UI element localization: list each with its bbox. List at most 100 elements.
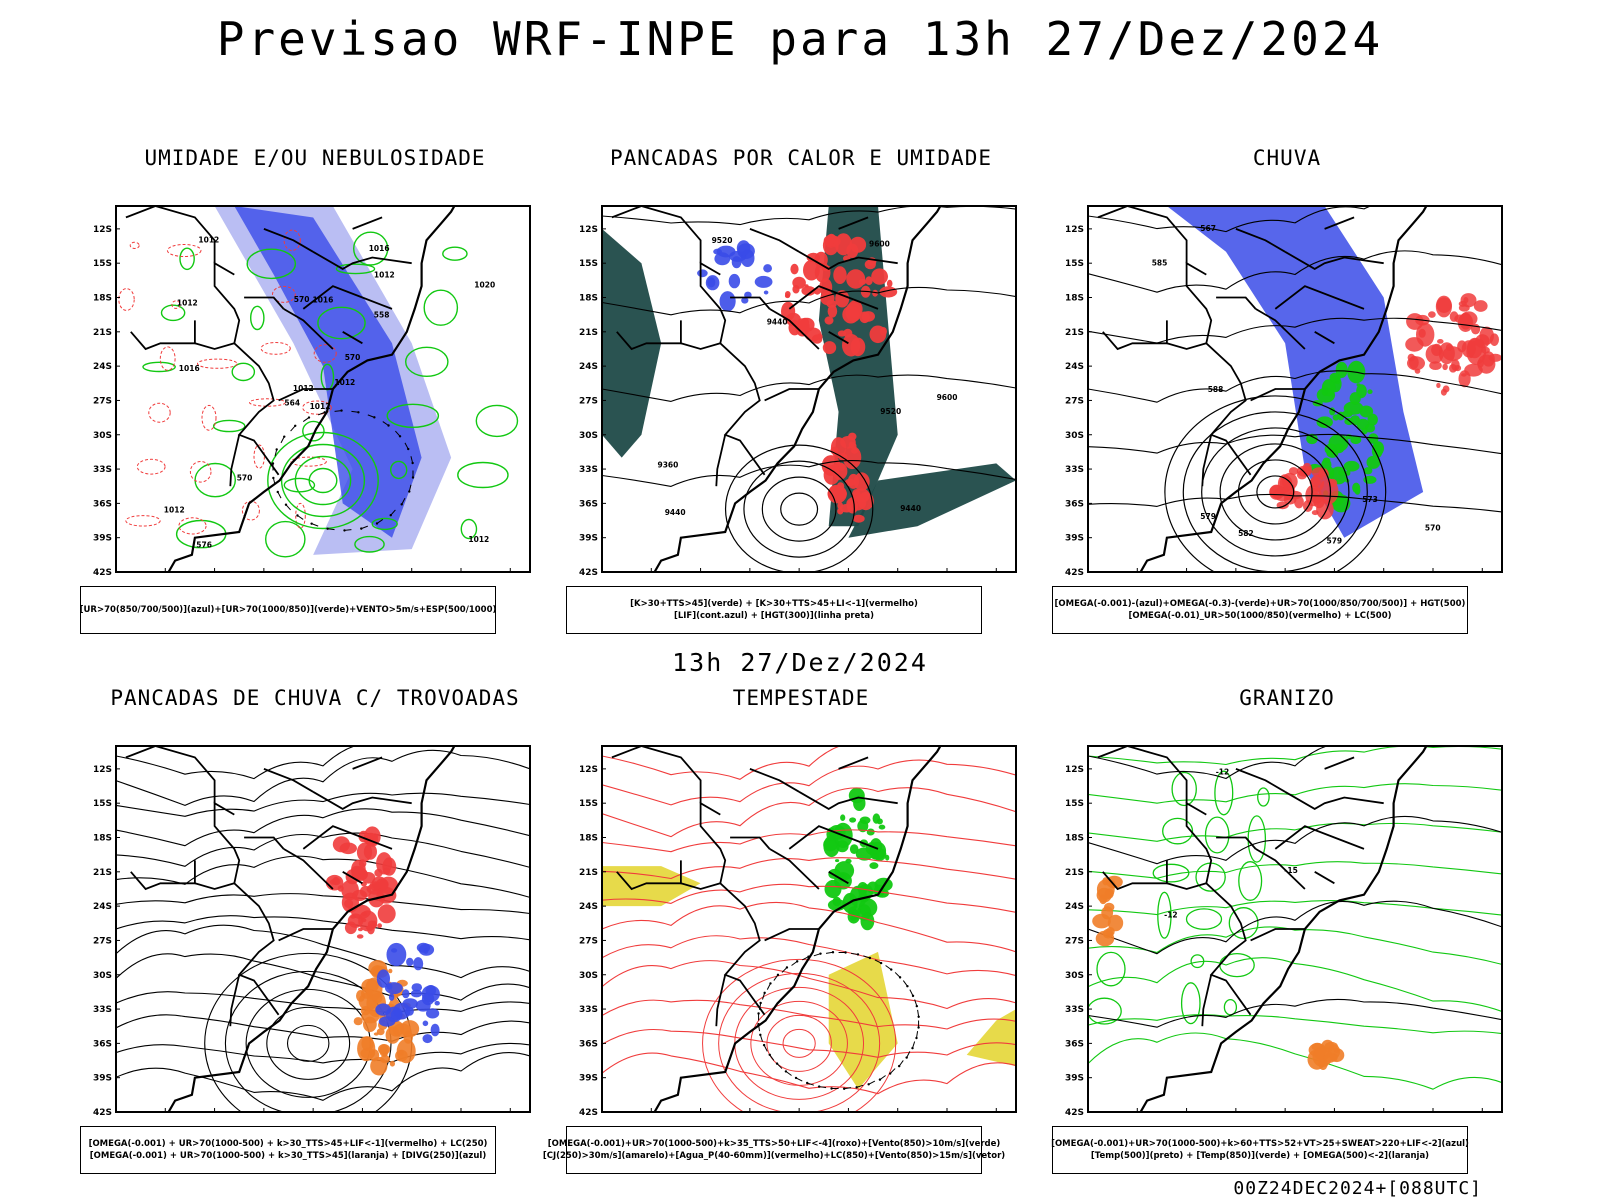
red-cells [835,233,852,256]
wind-vector [897,1064,901,1068]
red-contour [602,857,1016,880]
lat-tick-label: 42S [1065,1108,1084,1116]
red-contour [602,883,1016,913]
legend-line: [OMEGA(-0.001)-(azul)+OMEGA(-0.3)-(verde… [1054,599,1466,609]
temp850-contour [1088,957,1502,1013]
temp850-contour [1088,1014,1502,1035]
red-contour [602,935,1016,977]
green-contour [328,316,340,328]
contour-label: 9440 [900,504,921,513]
hgt-contour [1088,370,1502,403]
streamline [116,808,530,847]
blue-cells [434,1000,440,1006]
red-cells [1454,365,1462,372]
country-border [229,434,241,487]
green-cells [1341,410,1353,418]
blue-contour [719,291,736,312]
lat-tick-label: 21S [1065,328,1084,338]
red-cells [377,923,382,929]
red-cells [872,289,878,297]
temp850-contour [1088,926,1502,965]
wind-vector [917,1015,920,1018]
country-border [1102,320,1168,351]
red-cells [371,920,378,929]
contour-label: 570 [294,295,310,304]
red-dashed-contour [178,517,207,535]
green-wind-region [870,853,880,860]
red-dashed-contour [295,502,306,529]
map-border [115,745,531,1113]
green-contour [354,535,385,553]
red-cells [837,502,843,510]
map-layer: 9520 9600 9440 9520 9440 9440 9360 9600 [602,206,1016,572]
country-border [788,825,879,850]
temp850-contour [1157,891,1172,939]
lat-tick-label: 24S [1065,362,1084,372]
green-contour [353,231,389,266]
country-border [1250,928,1305,942]
contour-label: 9520 [712,236,733,245]
green-wind-region [860,912,875,931]
green-contour [283,477,316,493]
red-dashed-contour [129,241,140,250]
green-wind-region [857,819,869,833]
country-border [278,928,333,942]
red-cells [374,868,383,877]
wind-vector [776,973,780,977]
legend-line: [K>30+TTS>45](verde) + [K>30+TTS>45+LI<-… [630,599,918,609]
legend-line: [OMEGA(-0.001)+UR>70(1000-500)+k>35_TTS>… [547,1139,1001,1149]
red-cells [823,465,840,485]
green-contour [231,362,256,382]
contour-label: 9440 [665,508,686,517]
red-cells [377,904,396,924]
wind-vector [794,1076,798,1080]
hgt-contour [1088,206,1372,233]
lat-tick-label: 12S [1065,765,1084,775]
temp500-contour [1088,998,1502,1028]
temp850-contour [1185,908,1223,930]
green-wind-region [850,915,857,921]
lat-tick-label: 30S [1065,971,1084,981]
wind-vector [375,522,379,525]
temp850-contour [1204,816,1230,854]
green-wind-region [849,885,867,908]
temp850-contour [1247,815,1267,863]
orange-cells [395,1049,408,1062]
lat-tick-label: 21S [93,868,112,878]
red-cells [1459,312,1472,330]
contour-label: 579 [1327,537,1343,546]
country-border [278,388,333,402]
country-border [715,434,727,487]
red-dashed-contour [253,444,265,469]
red-dashed-contour [148,402,171,423]
wind-vector [805,1081,809,1085]
lat-tick-label: 21S [93,328,112,338]
map-canvas: 12S15S18S21S24S27S30S33S36S39S42S70W65W6… [93,745,531,1116]
blue-contour [763,264,772,273]
green-contour [246,248,297,280]
lat-tick-label: 39S [1065,1074,1084,1084]
legend-line: [LIF](cont.azul) + [HGT(300)](linha pret… [673,611,875,621]
green-contour [335,247,342,252]
country-border [1102,860,1168,891]
red-cells [339,842,357,855]
lat-tick-label: 15S [1065,799,1084,809]
red-dashed-contour [197,358,238,369]
map-border [115,205,531,573]
wind-vector [307,416,311,419]
wind-vector [271,462,275,465]
blue-cells [418,943,435,956]
green-contour [475,404,519,438]
country-border [302,285,393,310]
green-cells [1368,433,1379,444]
streamline [116,746,393,780]
wind-vector [906,984,909,988]
wind-vector [915,1004,919,1008]
map-canvas: 582 579 579 573 567 585 588 570 12S 15S 18S 21S 24S 2… [1065,205,1503,576]
wind-vector [831,951,835,954]
red-cells [833,266,847,284]
country-border [616,860,682,891]
contour-label: 582 [1238,529,1254,538]
lat-tick-label: 21S [1065,868,1084,878]
green-contour [260,333,275,349]
